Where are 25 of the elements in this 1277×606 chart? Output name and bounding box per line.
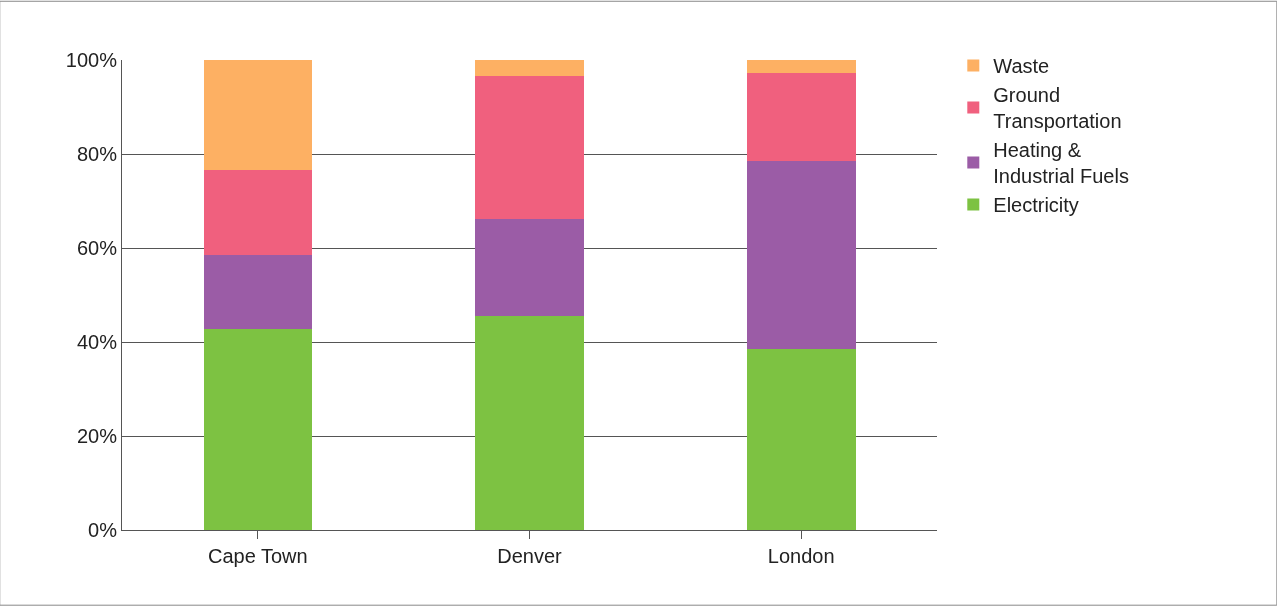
bar [475,75,584,219]
y-tick-label: 0% [88,519,118,541]
x-tick-label: London [767,545,835,567]
bar [203,60,313,170]
legend-label: Electricity [993,194,1079,217]
bar [746,349,856,530]
bar [203,169,313,256]
bar [475,60,584,76]
bar [203,255,313,329]
bar [746,161,856,350]
legend-label: Ground Transportation [993,84,1122,133]
legend-label: Heating & Industrial Fuels [993,139,1129,188]
x-tick-label: Denver [497,545,563,567]
y-tick-label: 40% [76,331,118,353]
legend-label: Waste [993,55,1050,78]
bar [746,73,856,162]
bar [746,60,856,74]
y-tick-label: 100% [65,49,118,71]
x-tick-label: Cape Town [207,545,308,567]
y-tick-label: 80% [76,143,118,165]
bar [475,218,584,317]
bar [203,328,313,530]
bar [475,316,584,530]
y-tick-label: 20% [76,425,118,447]
y-tick-label: 60% [76,237,118,259]
